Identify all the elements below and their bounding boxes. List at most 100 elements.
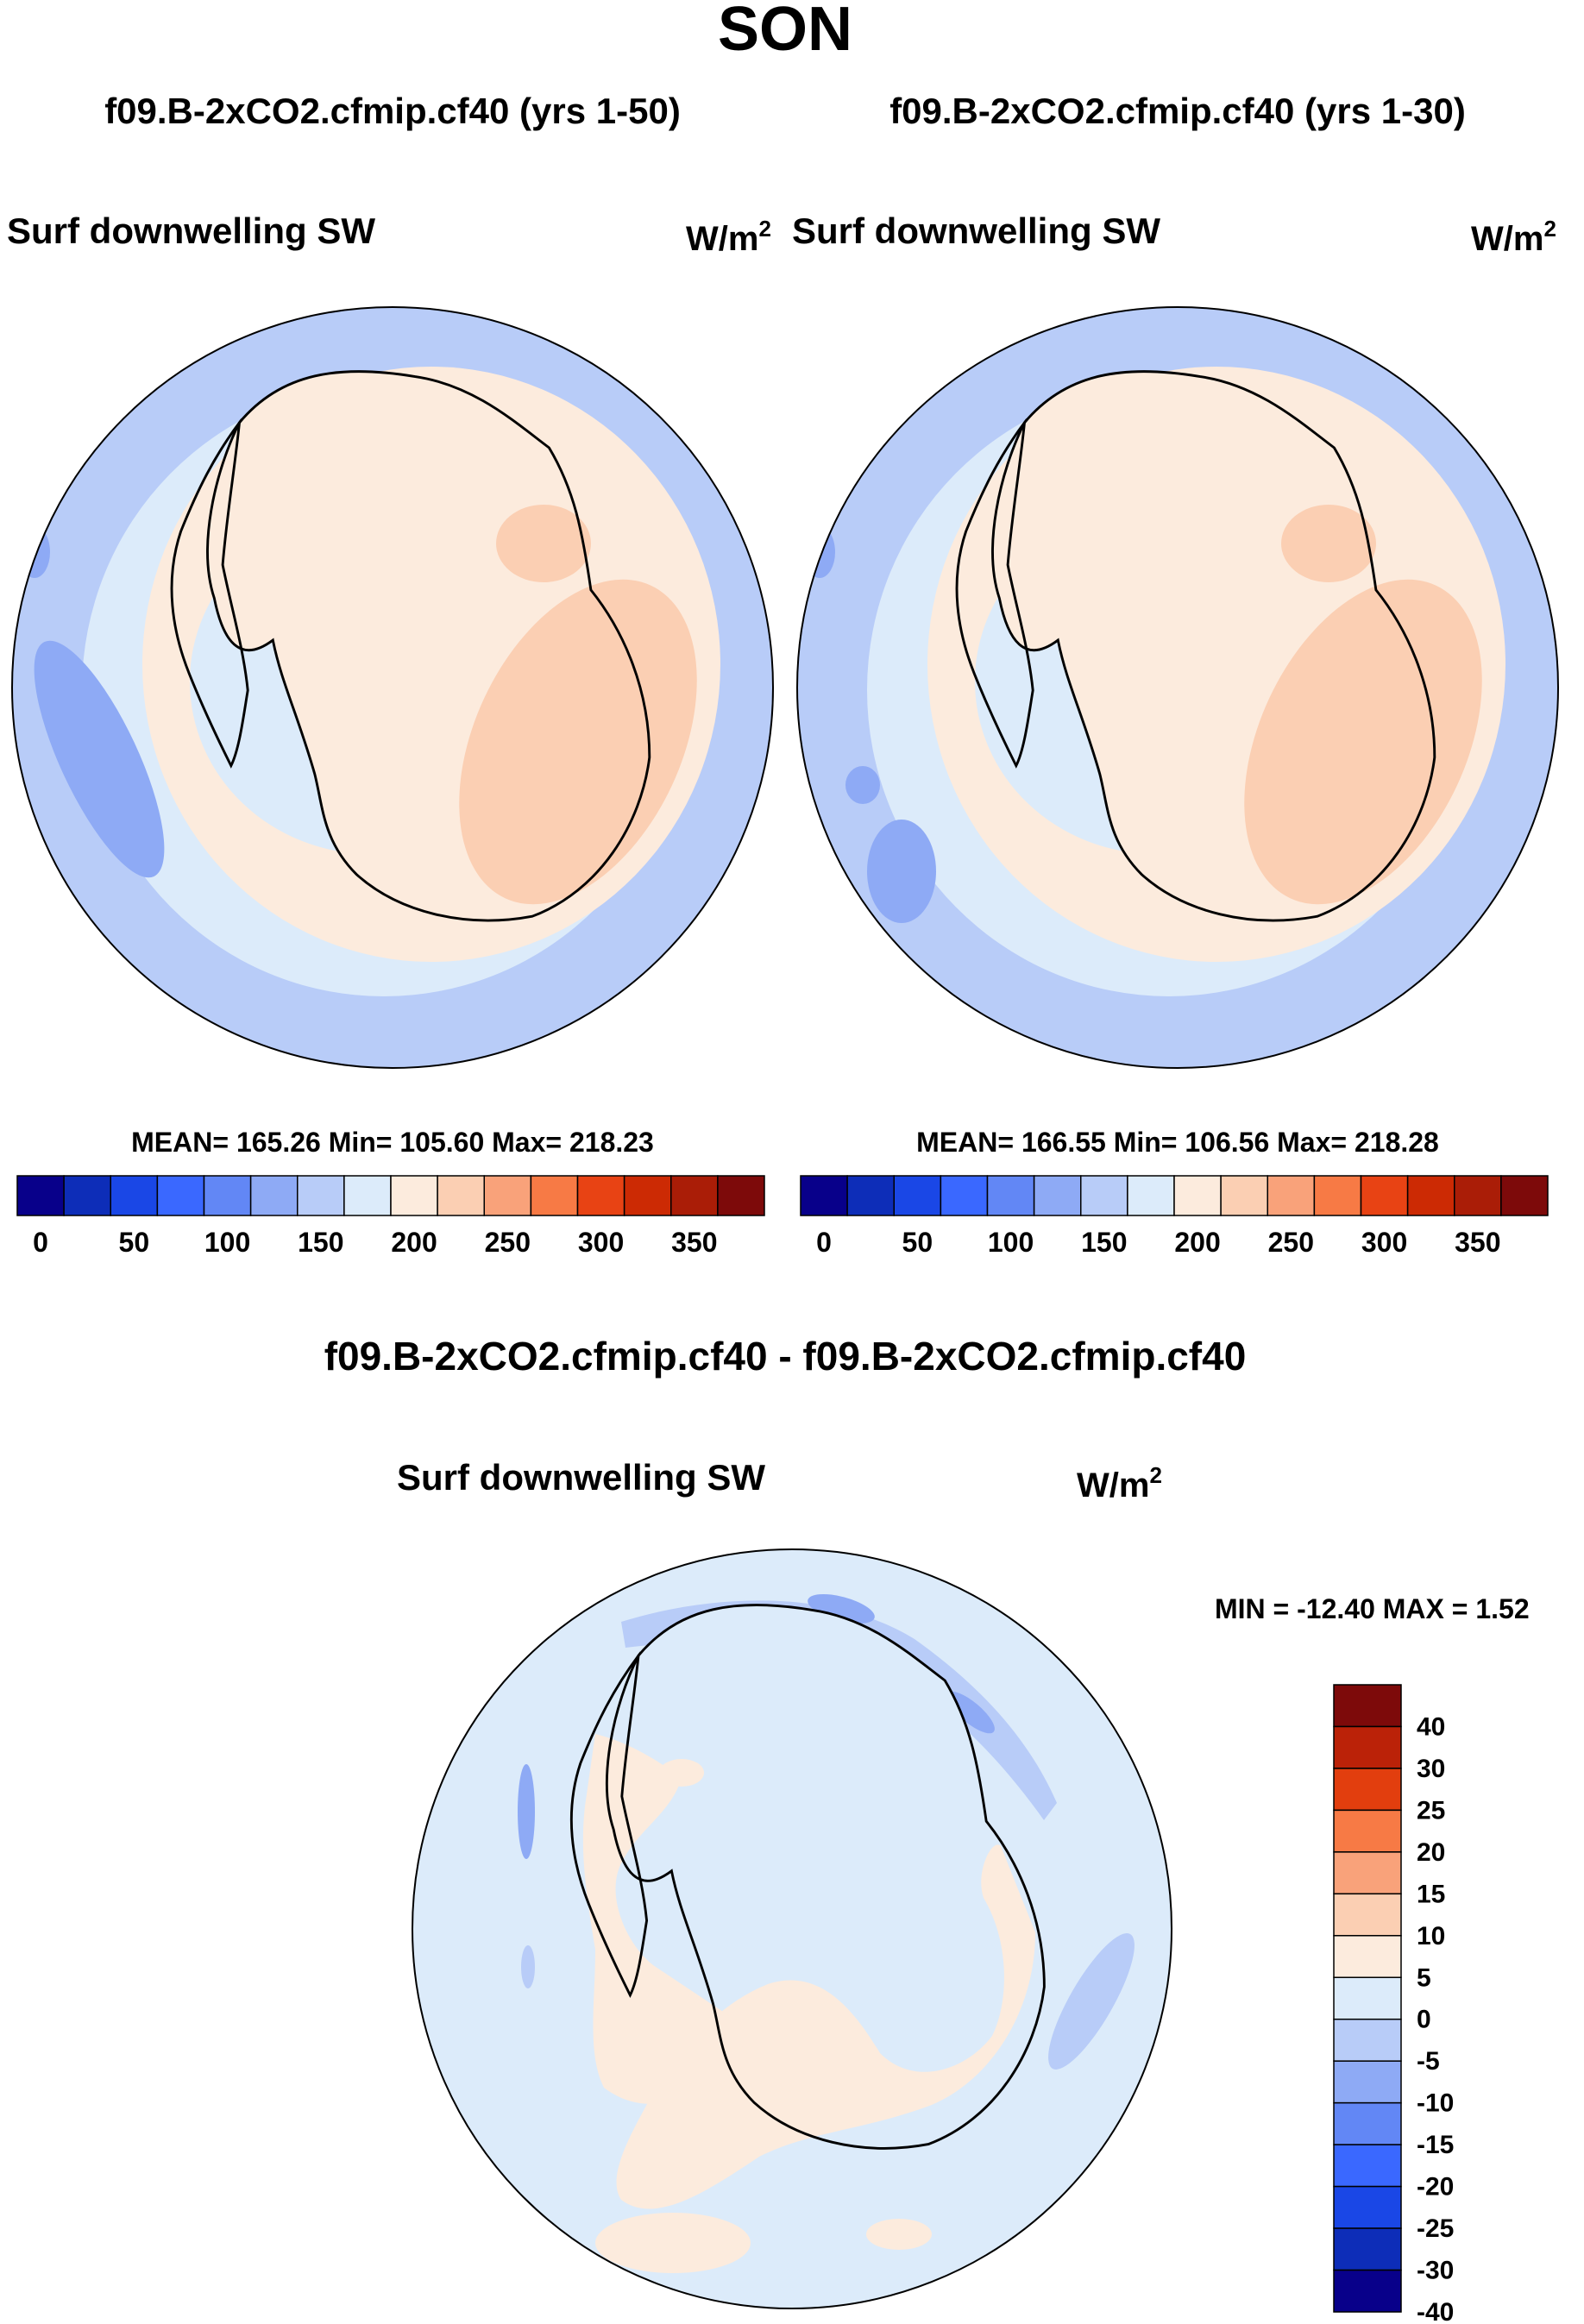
right-colorbar-tick-label: 150 — [1081, 1227, 1127, 1258]
left-colorbar-tick-label: 300 — [578, 1227, 624, 1258]
diff-units: W/m2 — [1077, 1462, 1162, 1504]
left-colorbar-swatch — [204, 1176, 251, 1215]
diff-colorbar-swatch — [1334, 2103, 1401, 2145]
left-colorbar-tick-label: 50 — [119, 1227, 150, 1258]
diff-colorbar-swatch — [1334, 1936, 1401, 1977]
left-colorbar-swatch — [531, 1176, 577, 1215]
panel-right-colorbar: 0 50 100 150 200 250 300 350 — [801, 1176, 1548, 1258]
diff-colorbar-swatch — [1334, 1894, 1401, 1935]
diff-colorbar-tick-label: -20 — [1417, 2173, 1454, 2202]
diff-colorbar-swatch — [1334, 1810, 1401, 1851]
right-colorbar-swatch — [1267, 1176, 1314, 1215]
diff-colorbar-swatch — [1334, 1977, 1401, 2019]
left-colorbar-swatch — [437, 1176, 484, 1215]
panel-right-title: f09.B-2xCO2.cfmip.cf40 (yrs 1-30) — [889, 91, 1466, 131]
panel-right: f09.B-2xCO2.cfmip.cf40 (yrs 1-30) Surf d… — [785, 91, 1570, 1258]
diff-colorbar-tick-label: 0 — [1417, 2006, 1431, 2034]
diff-colorbar-swatch — [1334, 2019, 1401, 2061]
left-colorbar-swatch — [391, 1176, 437, 1215]
diff-colorbar-swatch — [1334, 2271, 1401, 2312]
panel-left-colorbar: 0 50 100 150 200 250 300 350 — [17, 1176, 764, 1258]
diff-colorbar-swatch — [1334, 1685, 1401, 1726]
diff-colorbar-tick-label: -10 — [1417, 2089, 1454, 2118]
panel-right-variable: Surf downwelling SW — [792, 210, 1160, 251]
right-colorbar-swatch — [801, 1176, 847, 1215]
left-colorbar-swatch — [110, 1176, 157, 1215]
left-colorbar-swatch — [298, 1176, 344, 1215]
left-colorbar-swatch — [344, 1176, 391, 1215]
diff-colorbar-swatch — [1334, 2145, 1401, 2186]
right-colorbar-swatch — [1081, 1176, 1128, 1215]
diff-colorbar-tick-label: 15 — [1417, 1880, 1445, 1908]
diff-colorbar-tick-label: -25 — [1417, 2214, 1454, 2243]
panel-right-units: W/m2 — [1471, 216, 1556, 258]
diff-colorbar-tick-label: 5 — [1417, 1963, 1431, 1992]
season-title: SON — [718, 0, 852, 64]
right-colorbar-tick-label: 350 — [1455, 1227, 1500, 1258]
left-colorbar-swatch — [718, 1176, 764, 1215]
left-colorbar-tick-label: 250 — [485, 1227, 531, 1258]
panel-right-map — [785, 293, 1570, 1087]
right-colorbar-swatch — [1501, 1176, 1548, 1215]
right-colorbar-swatch — [988, 1176, 1034, 1215]
right-colorbar-tick-label: 300 — [1361, 1227, 1407, 1258]
diff-colorbar-tick-label: -30 — [1417, 2257, 1454, 2285]
diff-stats: MIN = -12.40 MAX = 1.52 — [1215, 1593, 1530, 1624]
right-colorbar-tick-label: 250 — [1268, 1227, 1314, 1258]
panel-left-variable: Surf downwelling SW — [7, 210, 375, 251]
diff-colorbar-tick-label: 10 — [1417, 1922, 1445, 1950]
left-colorbar-swatch — [484, 1176, 531, 1215]
diff-colorbar-tick-label: -40 — [1417, 2298, 1454, 2324]
right-colorbar-swatch — [894, 1176, 940, 1215]
left-colorbar-tick-label: 100 — [204, 1227, 250, 1258]
left-colorbar-swatch — [17, 1176, 64, 1215]
left-colorbar-swatch — [157, 1176, 204, 1215]
left-colorbar-swatch — [64, 1176, 110, 1215]
right-colorbar-swatch — [1408, 1176, 1455, 1215]
right-colorbar-swatch — [1174, 1176, 1221, 1215]
diff-colorbar-tick-label: 20 — [1417, 1838, 1445, 1867]
left-colorbar-tick-label: 0 — [33, 1227, 48, 1258]
diff-map — [405, 1544, 1182, 2321]
right-colorbar-swatch — [1221, 1176, 1267, 1215]
panel-left-title: f09.B-2xCO2.cfmip.cf40 (yrs 1-50) — [104, 91, 681, 131]
diff-colorbar-swatch — [1334, 2187, 1401, 2228]
diff-colorbar-swatch — [1334, 2061, 1401, 2102]
right-colorbar-swatch — [1314, 1176, 1361, 1215]
right-colorbar-tick-label: 0 — [816, 1227, 832, 1258]
diff-colorbar-swatch — [1334, 1852, 1401, 1894]
right-colorbar-tick-label: 50 — [902, 1227, 933, 1258]
panel-left-units: W/m2 — [686, 216, 771, 258]
right-colorbar-swatch — [940, 1176, 987, 1215]
left-colorbar-swatch — [251, 1176, 298, 1215]
diff-variable: Surf downwelling SW — [397, 1457, 765, 1498]
diff-colorbar-tick-label: 25 — [1417, 1796, 1445, 1825]
diff-colorbar-tick-label: -15 — [1417, 2131, 1454, 2159]
right-colorbar-swatch — [847, 1176, 894, 1215]
diff-colorbar-swatch — [1334, 1726, 1401, 1768]
left-colorbar-tick-label: 350 — [671, 1227, 717, 1258]
diff-title: f09.B-2xCO2.cfmip.cf40 - f09.B-2xCO2.cfm… — [324, 1334, 1247, 1379]
panel-difference: f09.B-2xCO2.cfmip.cf40 - f09.B-2xCO2.cfm… — [324, 1334, 1530, 2324]
right-colorbar-tick-label: 200 — [1174, 1227, 1220, 1258]
diff-colorbar-swatch — [1334, 2228, 1401, 2270]
diff-colorbar-tick-label: 40 — [1417, 1712, 1445, 1741]
diff-colorbar-tick-label: -5 — [1417, 2047, 1440, 2076]
right-colorbar-swatch — [1455, 1176, 1501, 1215]
diff-colorbar: 40 30 25 20 15 10 5 0 -5 -10 -15 -20 -25 -30 -40 — [1334, 1685, 1454, 2324]
left-colorbar-swatch — [578, 1176, 625, 1215]
panel-right-stats: MEAN= 166.55 Min= 106.56 Max= 218.28 — [916, 1127, 1439, 1158]
panel-left: f09.B-2xCO2.cfmip.cf40 (yrs 1-50) Surf d… — [0, 91, 785, 1258]
left-colorbar-tick-label: 200 — [391, 1227, 437, 1258]
right-colorbar-swatch — [1034, 1176, 1081, 1215]
panel-left-map — [0, 293, 785, 1087]
right-colorbar-swatch — [1128, 1176, 1174, 1215]
right-colorbar-swatch — [1361, 1176, 1408, 1215]
panel-left-stats: MEAN= 165.26 Min= 105.60 Max= 218.23 — [131, 1127, 654, 1158]
right-colorbar-tick-label: 100 — [988, 1227, 1034, 1258]
left-colorbar-tick-label: 150 — [298, 1227, 343, 1258]
left-colorbar-swatch — [671, 1176, 718, 1215]
diff-colorbar-tick-label: 30 — [1417, 1755, 1445, 1783]
left-colorbar-swatch — [625, 1176, 671, 1215]
